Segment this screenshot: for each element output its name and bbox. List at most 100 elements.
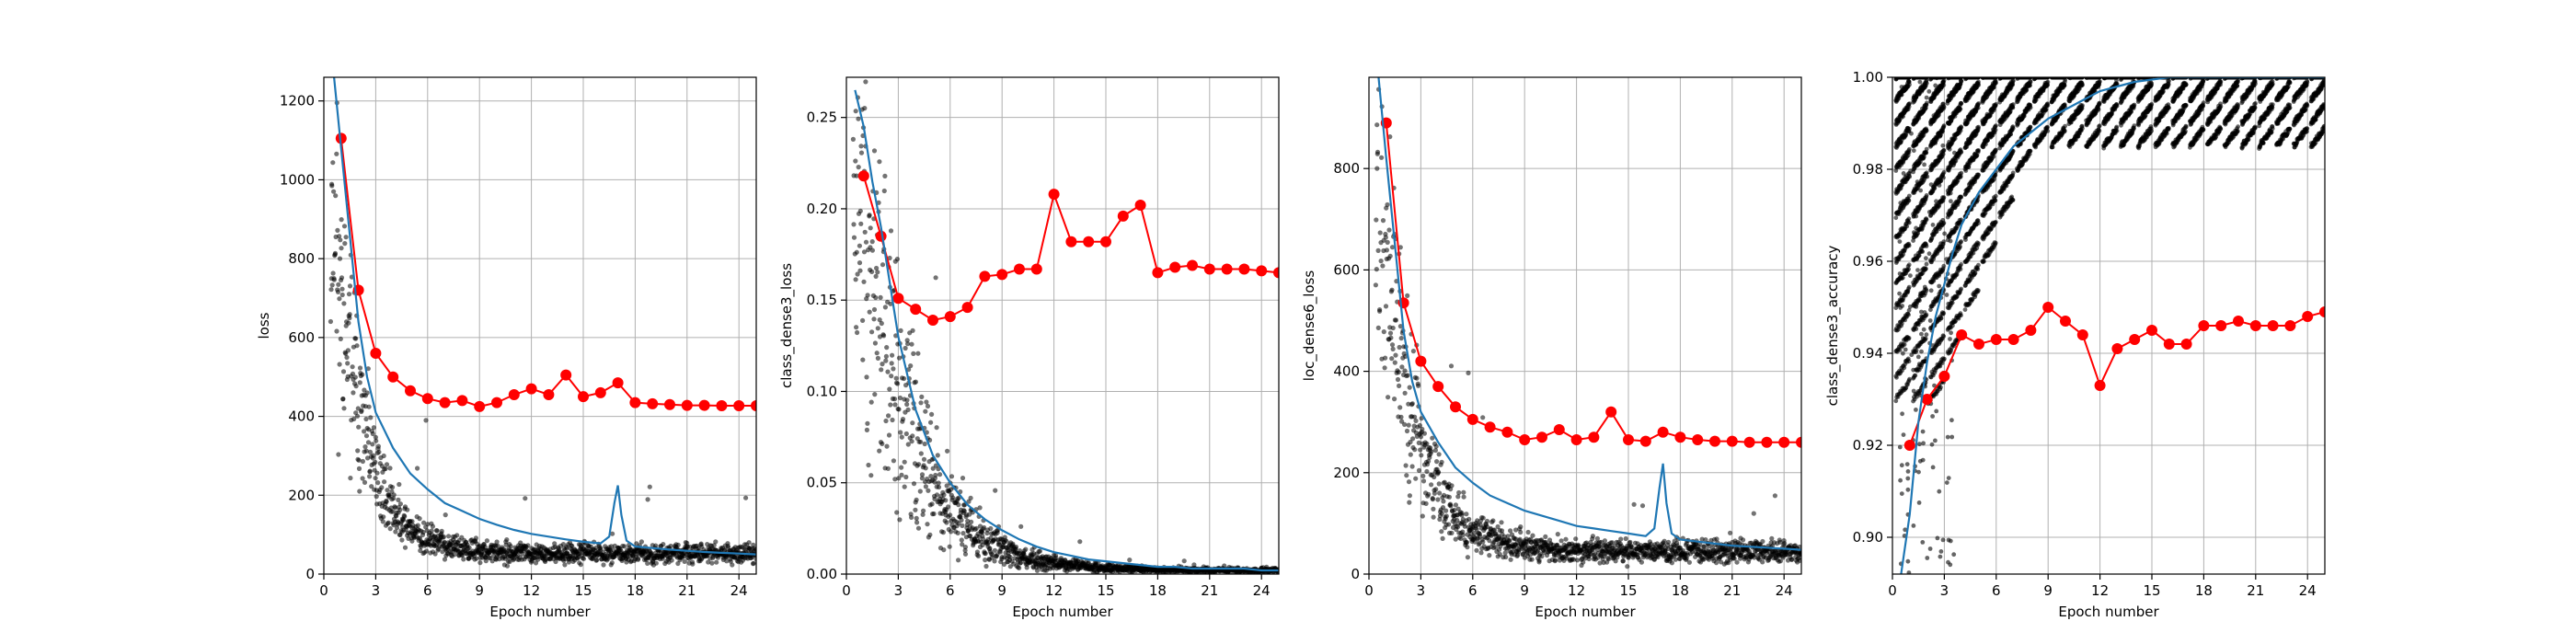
batch-point [1380, 57, 1385, 62]
batch-point [857, 268, 863, 273]
batch-point [923, 408, 928, 414]
batch-point [1922, 155, 1926, 159]
batch-point [1408, 452, 1413, 457]
batch-point [922, 441, 927, 447]
y-axis-label: loss [256, 312, 272, 339]
batch-point [1374, 267, 1379, 272]
validation-point [1238, 263, 1250, 275]
batch-point [661, 542, 666, 547]
batch-point [1597, 560, 1603, 566]
batch-point [394, 525, 400, 531]
validation-point [1466, 413, 1478, 425]
batch-point [1466, 516, 1472, 523]
batch-point [1405, 373, 1410, 378]
batch-point [926, 488, 931, 493]
batch-point [875, 270, 880, 275]
batch-point [1703, 537, 1708, 543]
batch-point [869, 329, 875, 335]
validation-point [612, 377, 624, 389]
batch-point [1413, 476, 1419, 481]
batch-point [1402, 368, 1408, 374]
batch-point [1398, 414, 1404, 420]
batch-point [1777, 539, 1783, 546]
batch-point [1397, 245, 1403, 250]
batch-point [1788, 557, 1795, 562]
training-curve [854, 89, 1279, 572]
batch-point [389, 485, 396, 490]
batch-point [1397, 344, 1402, 351]
validation-point [1501, 426, 1513, 438]
batch-point [851, 222, 857, 227]
batch-point [956, 558, 961, 563]
batch-point [1017, 565, 1022, 571]
batch-point [1395, 376, 1401, 383]
batch-point [863, 79, 868, 85]
batch-point [993, 488, 998, 493]
batch-point [454, 533, 460, 538]
batch-point [883, 358, 889, 363]
batch-point [916, 462, 922, 467]
batch-point [983, 558, 988, 563]
x-tick-label: 18 [1149, 582, 1167, 599]
batch-point [1906, 359, 1912, 364]
batch-point [1436, 481, 1442, 487]
training-curve [333, 77, 756, 556]
batch-point [909, 439, 914, 444]
batch-point [1434, 459, 1440, 465]
batch-point [977, 505, 983, 511]
batch-point [853, 109, 858, 114]
batch-point [1404, 473, 1409, 478]
batch-point [564, 546, 569, 551]
batch-point [1902, 365, 1907, 371]
batch-point [354, 343, 360, 349]
batch-point [956, 502, 961, 508]
batch-point [889, 361, 894, 366]
batch-point [936, 480, 941, 486]
batch-point [330, 270, 336, 276]
batch-point [880, 441, 885, 446]
batch-point [878, 294, 883, 300]
batch-point [889, 374, 894, 379]
batch-point [340, 396, 346, 402]
batch-point [724, 558, 730, 564]
x-tick-label: 12 [1568, 582, 1585, 599]
batch-point [1714, 560, 1719, 566]
batch-point [1420, 473, 1426, 479]
batch-point [1453, 536, 1458, 542]
batch-point [883, 353, 890, 359]
batch-point [879, 367, 884, 373]
batch-point [1409, 401, 1415, 407]
batch-point [508, 544, 513, 549]
batch-point [1452, 507, 1457, 513]
batch-point [1426, 458, 1432, 464]
batch-point [341, 224, 348, 229]
x-tick-label: 21 [1723, 582, 1741, 599]
batch-point [344, 354, 350, 361]
batch-point [1404, 428, 1410, 434]
batch-point [638, 539, 645, 545]
batch-point [888, 228, 894, 234]
batch-point [853, 158, 858, 164]
batch-points [850, 77, 1279, 574]
validation-point [1065, 236, 1077, 247]
batch-point [962, 545, 968, 550]
batch-point [974, 549, 980, 555]
batch-point [338, 336, 343, 341]
batch-point [382, 479, 387, 485]
batch-point [1906, 198, 1912, 203]
batch-point [370, 431, 375, 437]
batch-point [1906, 262, 1912, 268]
batch-point [368, 415, 374, 420]
batch-point [941, 492, 947, 498]
batch-point [1418, 447, 1423, 453]
batch-point [992, 558, 997, 564]
batch-point [902, 459, 907, 465]
batch-point [1393, 352, 1398, 358]
validation-point [1203, 263, 1215, 275]
x-tick-label: 12 [523, 582, 540, 599]
batch-point [1571, 557, 1577, 562]
batch-point [357, 489, 362, 494]
batch-point [856, 116, 861, 121]
batch-point [420, 529, 426, 535]
